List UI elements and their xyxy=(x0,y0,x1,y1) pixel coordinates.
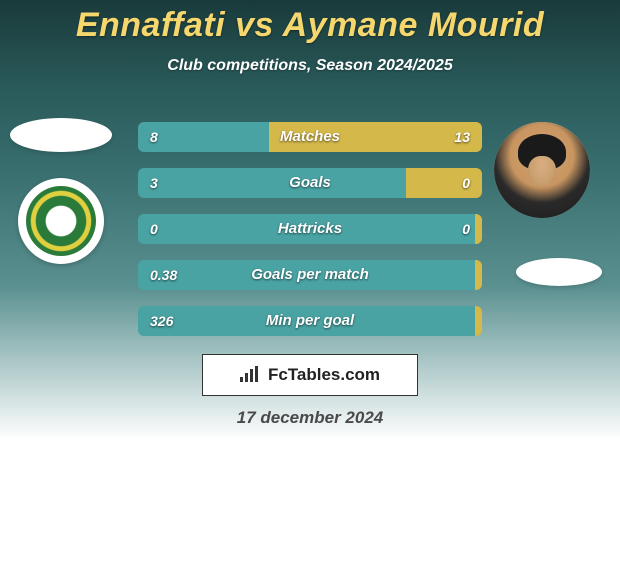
stat-bar-right xyxy=(269,122,482,152)
stat-bar-right xyxy=(475,306,482,336)
footer-date: 17 december 2024 xyxy=(0,408,620,428)
club-left-badge-icon xyxy=(18,178,104,264)
stat-row: 326Min per goal xyxy=(138,306,482,336)
stat-bar-left xyxy=(138,214,475,244)
stat-value-left: 0 xyxy=(150,214,158,244)
face-icon xyxy=(494,122,590,218)
stat-value-right: 13 xyxy=(454,122,470,152)
stat-value-left: 0.38 xyxy=(150,260,177,290)
stat-value-left: 3 xyxy=(150,168,158,198)
page-title: Ennaffati vs Aymane Mourid xyxy=(0,0,620,45)
stat-value-left: 8 xyxy=(150,122,158,152)
stat-row: 00Hattricks xyxy=(138,214,482,244)
stat-bar-right xyxy=(475,260,482,290)
stat-row: 0.38Goals per match xyxy=(138,260,482,290)
page-subtitle: Club competitions, Season 2024/2025 xyxy=(0,57,620,75)
stat-bar-right xyxy=(406,168,482,198)
branding-link[interactable]: FcTables.com xyxy=(202,354,418,396)
stat-bar-left xyxy=(138,306,475,336)
stat-bar-right xyxy=(475,214,482,244)
stat-bar-left xyxy=(138,260,475,290)
club-right-badge-icon xyxy=(516,258,602,286)
player-right-avatar xyxy=(494,122,590,218)
stat-value-right: 0 xyxy=(462,168,470,198)
comparison-card: Ennaffati vs Aymane Mourid Club competit… xyxy=(0,0,620,440)
player-left-avatar xyxy=(10,118,112,152)
stat-row: 813Matches xyxy=(138,122,482,152)
branding-text: FcTables.com xyxy=(268,365,380,385)
stat-value-left: 326 xyxy=(150,306,173,336)
stat-bar-left xyxy=(138,168,406,198)
stats-table: 813Matches30Goals00Hattricks0.38Goals pe… xyxy=(138,122,482,352)
stat-row: 30Goals xyxy=(138,168,482,198)
stat-value-right: 0 xyxy=(462,214,470,244)
bar-chart-icon xyxy=(240,366,262,384)
